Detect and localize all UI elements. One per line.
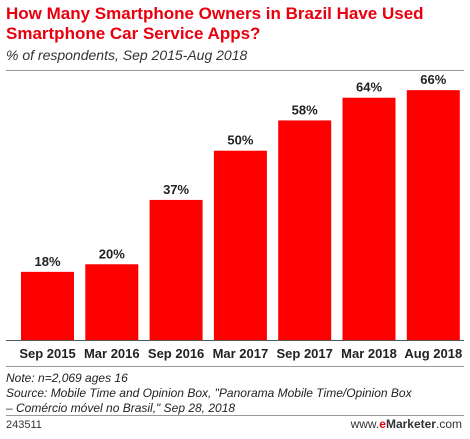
chart-title: How Many Smartphone Owners in Brazil Hav…: [6, 4, 424, 43]
data-label: 18%: [34, 254, 60, 269]
bar-sep-2015: [21, 271, 74, 340]
data-label: 58%: [292, 102, 318, 117]
top-divider: [6, 70, 464, 71]
brand-e: e: [379, 417, 386, 431]
source-line: Source: Mobile Time and Opinion Box, "Pa…: [6, 386, 412, 400]
x-tick-label: Sep 2016: [148, 346, 204, 361]
bar-aug-2018: [406, 90, 460, 341]
x-tick-label: Mar 2018: [341, 346, 397, 361]
bar-sep-2017: [278, 120, 332, 340]
bar-chart: 18% Sep 2015 20% Mar 2016 37% Sep 2016 50% Mar …: [6, 72, 464, 361]
notes-divider: [6, 366, 464, 367]
chart-notes: Note: n=2,069 ages 16 Source: Mobile Tim…: [6, 371, 466, 416]
x-tick-label: Mar 2016: [84, 346, 140, 361]
x-tick-label: Aug 2018: [404, 346, 462, 361]
source-line-continued: – Comércio móvel no Brasil," Sep 28, 201…: [6, 401, 236, 415]
brand-prefix: www.: [350, 417, 380, 431]
footer-divider: [6, 415, 464, 416]
data-label: 20%: [99, 246, 125, 261]
data-label: 66%: [420, 72, 446, 87]
bar-mar-2016: [85, 264, 139, 340]
chart-subtitle: % of respondents, Sep 2015-Aug 2018: [6, 47, 248, 63]
bar-sep-2016: [149, 199, 203, 340]
note-line: Note: n=2,069 ages 16: [6, 371, 128, 385]
bar-mar-2017: [213, 150, 267, 340]
x-tick-label: Mar 2017: [213, 346, 269, 361]
x-tick-label: Sep 2017: [277, 346, 333, 361]
brand-suffix: .com: [435, 417, 462, 431]
data-label: 37%: [163, 182, 189, 197]
bar-mar-2018: [342, 97, 396, 340]
x-tick-label: Sep 2015: [19, 346, 75, 361]
data-label: 64%: [356, 80, 382, 95]
brand-name: Marketer: [385, 417, 436, 431]
brand-link[interactable]: www.eMarketer.com: [351, 417, 462, 431]
data-label: 50%: [227, 133, 253, 148]
chart-id: 243511: [6, 419, 42, 431]
